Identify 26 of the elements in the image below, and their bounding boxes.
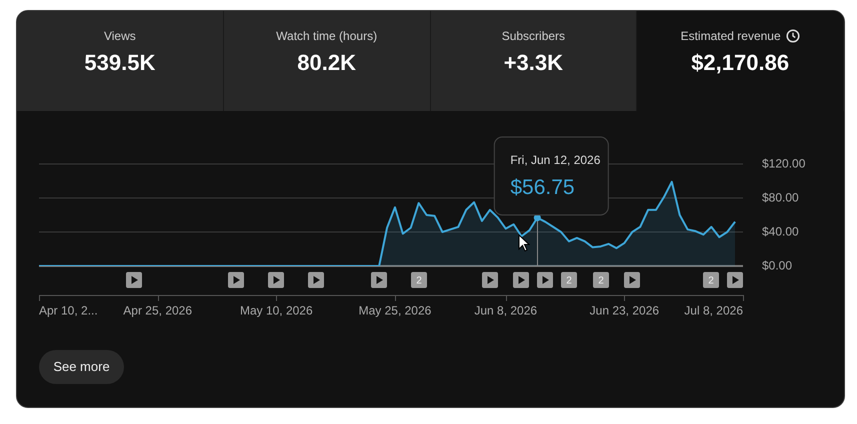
y-tick-label: $40.00 [762,224,800,238]
text: Estimated revenue [680,29,781,43]
text: 2 [708,275,714,286]
y-tick-label: $120.00 [762,156,806,170]
text: +3.3K [502,50,564,76]
text: $2,170.86 [690,50,790,76]
annotation: $56.75 [510,176,575,199]
text: 2 [416,275,422,286]
x-tick-label: Jul 8, 2026 [684,304,744,318]
text: 2 [598,275,604,286]
text: 539.5K [83,50,156,76]
text: See more [39,350,124,384]
y-tick-label: $80.00 [762,190,800,204]
x-tick-label: Apr 25, 2026 [123,304,192,318]
x-tick-label: Jun 8, 2026 [474,304,538,318]
text: Views [104,29,136,43]
text: Watch time (hours) [276,29,378,43]
text: 2 [566,275,572,286]
x-tick-label: Apr 10, 2... [39,304,98,318]
text: Subscribers [502,29,566,43]
y-tick-label: $0.00 [762,258,792,272]
x-tick-label: May 10, 2026 [240,304,313,318]
annotation: Fri, Jun 12, 2026 [510,153,601,167]
text: 80.2K [296,50,357,76]
x-tick-label: Jun 23, 2026 [590,304,660,318]
x-tick-label: May 25, 2026 [358,304,432,318]
